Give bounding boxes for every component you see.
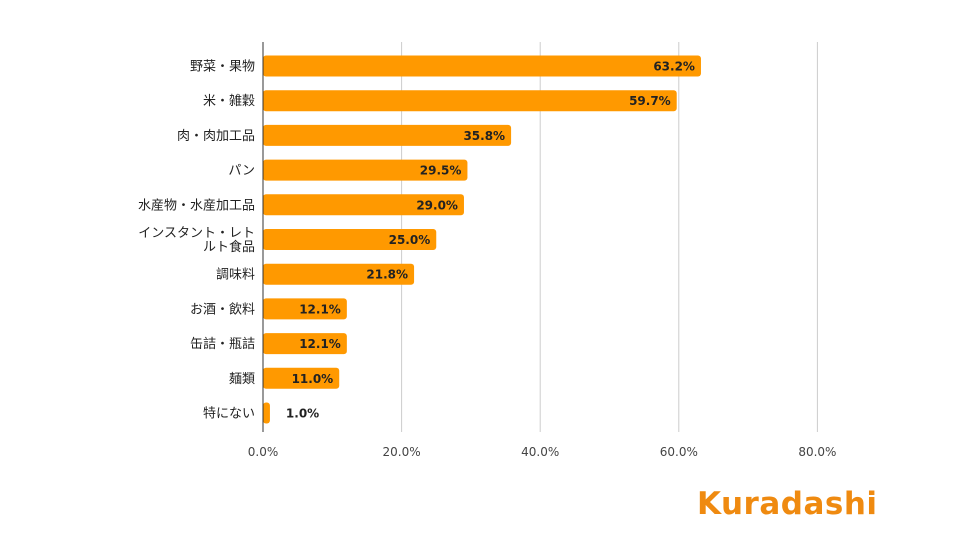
data-label: 25.0% <box>389 233 431 247</box>
bar <box>263 194 464 216</box>
category-label-line: 麺類 <box>229 372 255 387</box>
data-label: 63.2% <box>653 60 695 74</box>
category-label-line: ルト食品 <box>203 239 255 255</box>
category-label: 野菜・果物 <box>190 60 255 75</box>
data-label: 59.7% <box>629 94 671 108</box>
category-label-line: 肉・肉加工品 <box>177 129 255 144</box>
bar <box>263 263 415 285</box>
x-tick-labels: 0.0% 20.0% 40.0% 60.0% 80.0% <box>248 445 837 459</box>
x-tick-label: 60.0% <box>660 445 698 459</box>
category-label-line: 調味料 <box>216 268 255 283</box>
category-label-line: パン <box>228 164 255 179</box>
category-label-line: インスタント・レト <box>138 226 255 241</box>
category-label-line: 米・雑穀 <box>203 93 255 109</box>
data-label: 29.0% <box>416 198 458 212</box>
bar <box>263 402 270 424</box>
data-labels: 63.2% 59.7% 35.8% 29.5% 29.0% 25.0% 21.8% 12.1%… <box>286 60 695 421</box>
category-label-line: 缶詰・瓶詰 <box>190 336 255 352</box>
bar <box>263 124 512 146</box>
data-label: 21.8% <box>366 268 408 282</box>
x-tick-label: 0.0% <box>248 445 279 459</box>
bar <box>263 229 437 250</box>
category-label: 水産物・水産加工品 <box>138 197 255 213</box>
bar <box>263 55 701 77</box>
x-tick-label: 80.0% <box>798 445 836 459</box>
kuradashi-logo: Kuradashi <box>697 486 878 522</box>
category-label: 特にない <box>203 407 255 422</box>
category-label: パン <box>228 164 255 179</box>
category-label: 米・雑穀 <box>203 93 255 109</box>
category-label-line: 水産物・水産加工品 <box>138 197 255 213</box>
category-labels: 野菜・果物米・雑穀肉・肉加工品パン水産物・水産加工品インスタント・レトルト食品調… <box>138 60 255 422</box>
category-label: インスタント・レトルト食品 <box>138 226 255 255</box>
bar <box>263 159 468 181</box>
data-label: 35.8% <box>463 129 505 143</box>
data-label: 29.5% <box>420 164 462 178</box>
data-label: 12.1% <box>299 337 341 351</box>
data-label: 12.1% <box>299 302 341 316</box>
x-tick-label: 20.0% <box>383 445 421 459</box>
x-tick-label: 40.0% <box>521 445 559 459</box>
category-label-line: 野菜・果物 <box>190 60 255 75</box>
bar <box>263 298 347 320</box>
bars <box>263 55 701 424</box>
data-label: 1.0% <box>286 407 319 421</box>
category-label: 調味料 <box>216 268 255 283</box>
bar <box>263 367 340 389</box>
category-label-line: 特にない <box>203 407 255 422</box>
category-label: 肉・肉加工品 <box>177 129 255 144</box>
data-label: 11.0% <box>292 372 334 386</box>
category-label: 缶詰・瓶詰 <box>190 336 255 352</box>
bar <box>263 333 347 355</box>
category-label-line: お酒・飲料 <box>190 301 255 317</box>
category-label: お酒・飲料 <box>190 301 255 317</box>
category-label: 麺類 <box>229 372 255 387</box>
bar <box>263 90 677 112</box>
